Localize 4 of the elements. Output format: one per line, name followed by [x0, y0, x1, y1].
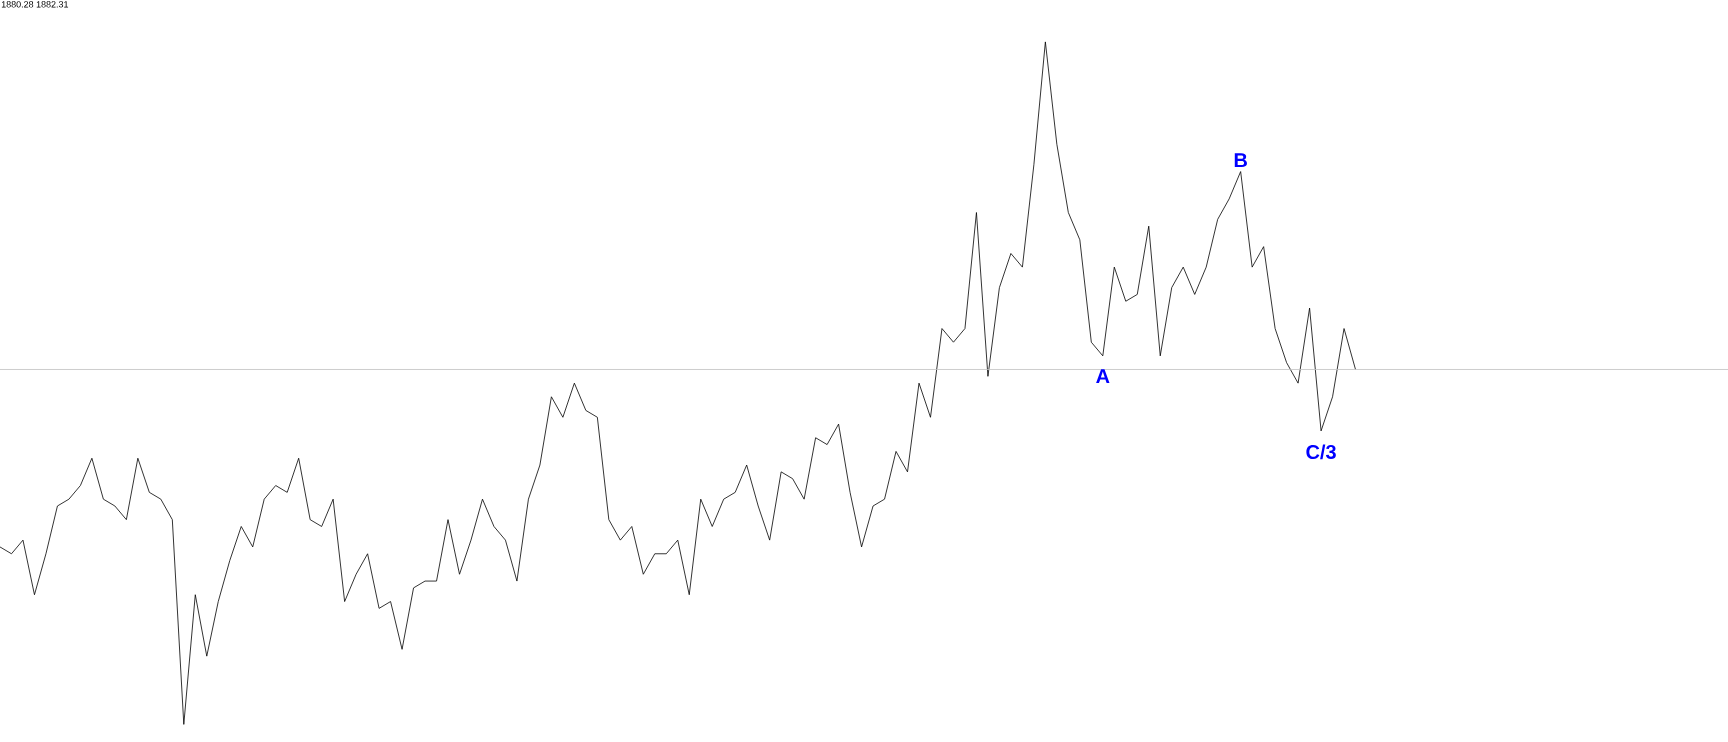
annotation: C/3	[1306, 444, 1336, 460]
annotation: B	[1234, 153, 1247, 168]
annotation: A	[1096, 369, 1110, 384]
text: 1880.28 1882.31	[1, 1, 69, 8]
